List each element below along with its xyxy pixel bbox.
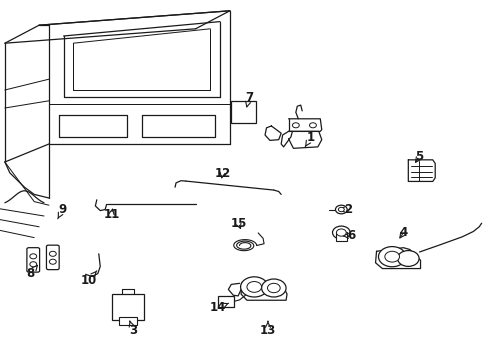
- Circle shape: [261, 279, 285, 297]
- Circle shape: [246, 282, 261, 292]
- Text: 1: 1: [305, 131, 314, 147]
- FancyBboxPatch shape: [46, 245, 59, 270]
- Circle shape: [49, 259, 56, 264]
- Text: 4: 4: [399, 226, 407, 239]
- Circle shape: [335, 205, 346, 214]
- Circle shape: [384, 251, 399, 262]
- FancyBboxPatch shape: [230, 101, 256, 123]
- FancyBboxPatch shape: [27, 248, 40, 272]
- Text: 5: 5: [415, 150, 423, 163]
- Circle shape: [332, 226, 349, 239]
- Circle shape: [397, 251, 418, 266]
- Text: 6: 6: [343, 229, 354, 242]
- FancyBboxPatch shape: [335, 232, 346, 241]
- FancyBboxPatch shape: [119, 317, 137, 325]
- Text: 11: 11: [103, 208, 120, 221]
- FancyBboxPatch shape: [218, 296, 233, 307]
- Text: 15: 15: [230, 217, 246, 230]
- Circle shape: [267, 283, 280, 293]
- Text: 3: 3: [129, 321, 137, 337]
- FancyBboxPatch shape: [112, 294, 143, 320]
- Circle shape: [378, 247, 405, 267]
- Text: 10: 10: [81, 271, 97, 287]
- Text: 8: 8: [26, 265, 38, 280]
- Text: 7: 7: [245, 91, 253, 107]
- Text: 13: 13: [259, 321, 276, 337]
- Circle shape: [240, 277, 267, 297]
- Circle shape: [336, 229, 346, 236]
- Circle shape: [30, 254, 37, 259]
- Text: 2: 2: [338, 203, 351, 216]
- Circle shape: [49, 251, 56, 256]
- Circle shape: [338, 207, 344, 212]
- Text: 9: 9: [58, 203, 66, 219]
- Circle shape: [309, 123, 316, 128]
- Circle shape: [30, 262, 37, 267]
- Text: 14: 14: [209, 301, 228, 314]
- Text: 12: 12: [214, 167, 230, 180]
- Circle shape: [292, 123, 299, 128]
